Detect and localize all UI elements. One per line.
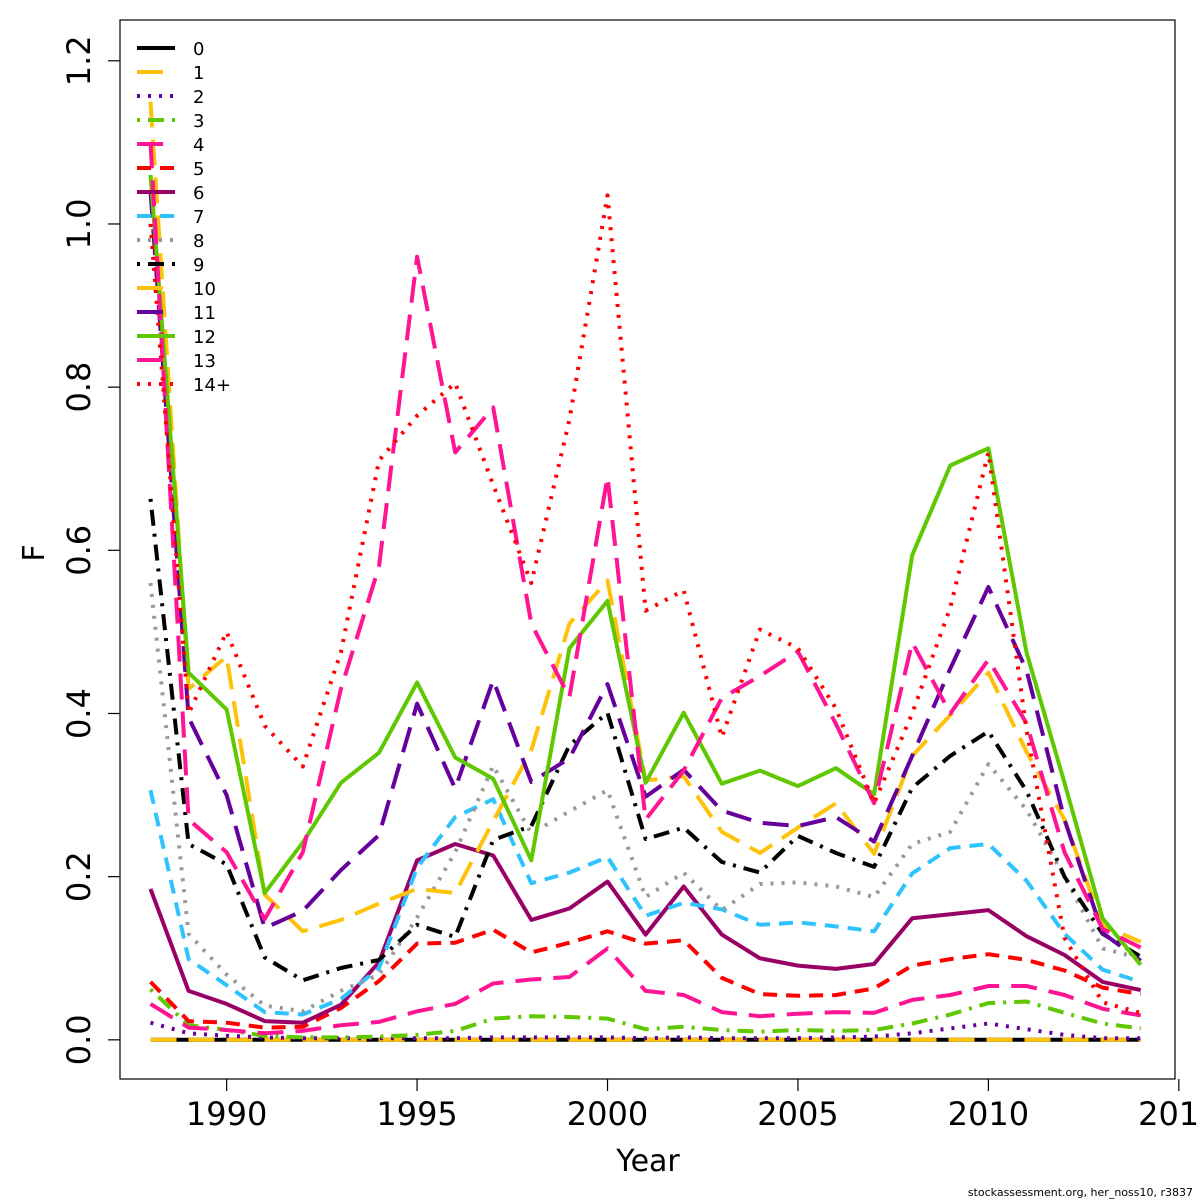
legend-label: 2	[193, 87, 204, 108]
x-tick-label: 1995	[376, 1095, 457, 1133]
x-tick-label: 2015	[1138, 1095, 1200, 1133]
footer-note: stockassessment.org, her_noss10, r3837	[968, 1186, 1193, 1199]
legend-label: 10	[193, 279, 216, 300]
series-line	[148, 191, 1142, 963]
series-line	[148, 101, 1142, 944]
y-tick-label: 0.6	[60, 525, 98, 576]
x-axis-title: Year	[615, 1144, 680, 1179]
y-tick-label: 0.2	[60, 851, 98, 902]
series-line	[149, 946, 1142, 1036]
x-tick-label: 2010	[948, 1095, 1029, 1133]
series-line	[148, 842, 1142, 1025]
legend-label: 9	[193, 255, 204, 276]
legend-label: 1	[193, 63, 204, 84]
x-tick-label: 2000	[567, 1095, 648, 1133]
series-line	[149, 927, 1142, 1030]
legend-label: 11	[193, 303, 216, 324]
series-line	[148, 789, 1142, 1017]
series-line	[148, 142, 1142, 950]
legend-label: 6	[193, 183, 204, 204]
y-tick-label: 0.4	[60, 688, 98, 739]
x-tick-label: 2005	[757, 1095, 838, 1133]
y-tick-label: 0.8	[60, 362, 98, 413]
y-tick-label: 0.0	[60, 1014, 98, 1065]
legend-label: 3	[193, 111, 204, 132]
x-tick-label: 1990	[186, 1095, 267, 1133]
legend-label: 7	[193, 207, 204, 228]
series-line	[148, 193, 1142, 1015]
legend-label: 8	[193, 231, 204, 252]
series-line	[148, 498, 1142, 983]
legend-label: 0	[193, 39, 204, 60]
y-tick-label: 1.2	[60, 35, 98, 86]
plot-frame	[119, 19, 1176, 1080]
legend-label: 13	[193, 351, 216, 372]
legend-label: 12	[193, 327, 216, 348]
y-axis-title: F	[17, 544, 52, 561]
legend-label: 4	[193, 135, 204, 156]
series-line	[149, 1020, 1141, 1041]
y-axis: 0.0 0.2 0.4 0.6 0.8 1.0 1.2	[60, 35, 120, 1065]
series-layer	[148, 101, 1143, 1042]
series-line	[149, 987, 1141, 1040]
y-tick-label: 1.0	[60, 199, 98, 250]
legend-label: 14+	[193, 375, 231, 396]
x-axis: 1990 1995 2000 2005 2010 2015	[186, 1079, 1200, 1133]
series-line	[148, 174, 1143, 967]
legend-label: 5	[193, 159, 204, 180]
